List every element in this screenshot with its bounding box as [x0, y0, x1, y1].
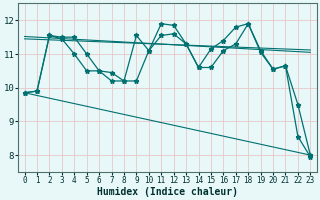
X-axis label: Humidex (Indice chaleur): Humidex (Indice chaleur) [97, 186, 238, 197]
